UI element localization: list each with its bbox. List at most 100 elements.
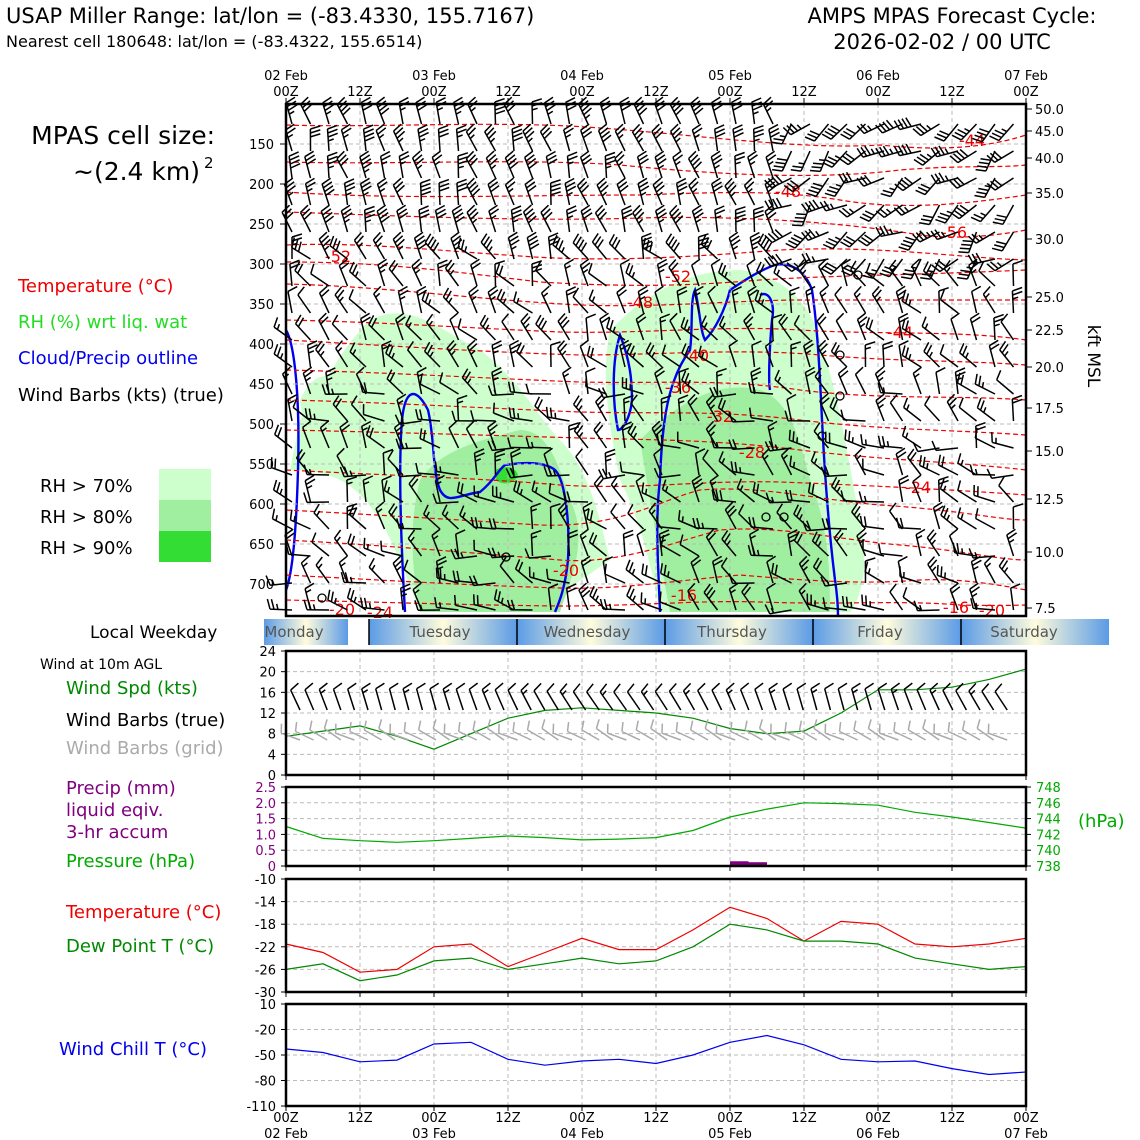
upper-wind-barb bbox=[1012, 503, 1024, 530]
upper-wind-barb bbox=[858, 491, 885, 503]
upper-wind-barb bbox=[467, 96, 478, 125]
upper-wind-barb bbox=[1000, 313, 1015, 341]
upper-wind-barb bbox=[879, 258, 904, 278]
surface-grid-barb bbox=[512, 722, 532, 741]
weekday-name: Saturday bbox=[990, 623, 1058, 641]
upper-wind-barb bbox=[598, 468, 626, 480]
upper-wind-barb bbox=[566, 151, 578, 179]
upper-wind-barb bbox=[320, 204, 335, 233]
upper-wind-barb bbox=[294, 314, 312, 341]
upper-wind-barb bbox=[822, 231, 848, 250]
upper-wind-barb bbox=[510, 448, 522, 476]
upper-wind-barb bbox=[636, 150, 649, 179]
panel-frame bbox=[284, 649, 1028, 777]
label-dewpoint: Dew Point T (°C) bbox=[66, 936, 214, 957]
upper-wind-barb bbox=[310, 263, 330, 287]
upper-wind-barb bbox=[660, 534, 681, 557]
upper-wind-barb bbox=[362, 404, 385, 422]
upper-wind-barb bbox=[642, 237, 663, 260]
wind-speed-line bbox=[285, 668, 1027, 750]
upper-wind-barb bbox=[913, 600, 940, 612]
upper-wind-barb bbox=[435, 97, 447, 125]
upper-wind-barb bbox=[771, 313, 783, 341]
surface-grid-barb bbox=[922, 719, 940, 741]
upper-wind-barb bbox=[614, 123, 626, 152]
upper-wind-barb bbox=[728, 231, 741, 260]
top-tick-label: 00Z bbox=[421, 85, 447, 100]
upper-wind-barb bbox=[524, 177, 537, 206]
upper-wind-barb bbox=[304, 150, 317, 179]
surface-grid-barb bbox=[675, 722, 695, 741]
bottom-tick-label: 12Z bbox=[791, 1111, 817, 1126]
upper-wind-barb bbox=[299, 204, 313, 233]
upper-wind-barb bbox=[396, 518, 422, 530]
upper-wind-barb bbox=[363, 205, 376, 233]
upper-wind-barb bbox=[992, 204, 1015, 226]
upper-wind-barb bbox=[821, 518, 848, 530]
surface-true-barb bbox=[916, 682, 927, 711]
upper-wind-barb bbox=[593, 421, 608, 449]
cell-size-exponent: 2 bbox=[204, 154, 214, 172]
upper-wind-barb bbox=[710, 258, 721, 287]
upper-wind-barb bbox=[418, 205, 430, 233]
upper-wind-barb bbox=[787, 529, 799, 557]
upper-wind-barb bbox=[819, 393, 830, 422]
upper-wind-barb bbox=[300, 96, 313, 125]
upper-wind-barb bbox=[718, 315, 737, 341]
top-tick-label: 00Z bbox=[1013, 85, 1039, 100]
upper-wind-barb bbox=[821, 258, 848, 275]
upper-wind-barb bbox=[596, 177, 609, 206]
label-wind-speed: Wind Spd (kts) bbox=[66, 678, 198, 699]
surface-grid-barb bbox=[704, 719, 723, 741]
upper-wind-barb bbox=[889, 394, 904, 422]
upper-wind-barb bbox=[743, 177, 756, 206]
upper-wind-barb bbox=[677, 394, 689, 422]
upper-wind-barb bbox=[461, 368, 478, 395]
panel-right-tick-label: 748 bbox=[1036, 781, 1061, 796]
upper-wind-barb bbox=[425, 313, 441, 341]
upper-wind-barb bbox=[801, 228, 829, 241]
upper-wind-barb bbox=[456, 178, 468, 206]
upper-wind-barb bbox=[511, 124, 523, 152]
upper-wind-barb bbox=[382, 448, 394, 476]
upper-wind-barb bbox=[338, 555, 349, 584]
surface-true-barb bbox=[968, 682, 981, 711]
upper-wind-barb bbox=[792, 204, 811, 227]
label-pressure: Pressure (hPa) bbox=[66, 851, 195, 872]
surface-grid-barb bbox=[715, 723, 736, 741]
right-tick-label: 35.0 bbox=[1035, 187, 1064, 202]
upper-wind-barb bbox=[301, 420, 312, 449]
surface-true-barb bbox=[768, 682, 778, 711]
upper-wind-barb bbox=[687, 582, 700, 611]
upper-wind-barb bbox=[438, 178, 450, 206]
upper-wind-barb bbox=[626, 585, 644, 611]
upper-wind-barb bbox=[654, 150, 667, 179]
upper-wind-barb bbox=[625, 559, 644, 584]
upper-wind-barb bbox=[627, 422, 645, 449]
upper-wind-barb bbox=[336, 150, 349, 179]
panel-frame bbox=[284, 1002, 1028, 1108]
upper-wind-barb bbox=[434, 474, 445, 503]
upper-wind-barb bbox=[830, 476, 848, 503]
upper-wind-barb bbox=[530, 502, 541, 530]
upper-wind-barb bbox=[801, 252, 829, 264]
upper-wind-barb bbox=[306, 340, 318, 368]
upper-wind-barb bbox=[567, 529, 579, 557]
legend-temperature: Temperature (°C) bbox=[17, 276, 173, 297]
upper-wind-barb bbox=[840, 258, 851, 287]
surface-grid-barb bbox=[621, 722, 641, 741]
upper-wind-barb bbox=[398, 96, 410, 125]
upper-wind-barb bbox=[610, 503, 626, 530]
upper-wind-barb bbox=[805, 285, 816, 314]
upper-wind-barb bbox=[888, 502, 904, 530]
left-tick-label: 200 bbox=[249, 178, 274, 193]
upper-wind-barb bbox=[295, 448, 312, 476]
precip-bar bbox=[730, 861, 749, 866]
upper-wind-barb bbox=[457, 237, 478, 260]
weekday-name: Tuesday bbox=[408, 623, 470, 641]
upper-wind-barb bbox=[557, 312, 571, 341]
upper-wind-barb bbox=[580, 204, 593, 233]
surface-grid-barb bbox=[403, 722, 423, 741]
upper-wind-barb bbox=[579, 150, 593, 179]
upper-wind-barb bbox=[487, 177, 500, 206]
